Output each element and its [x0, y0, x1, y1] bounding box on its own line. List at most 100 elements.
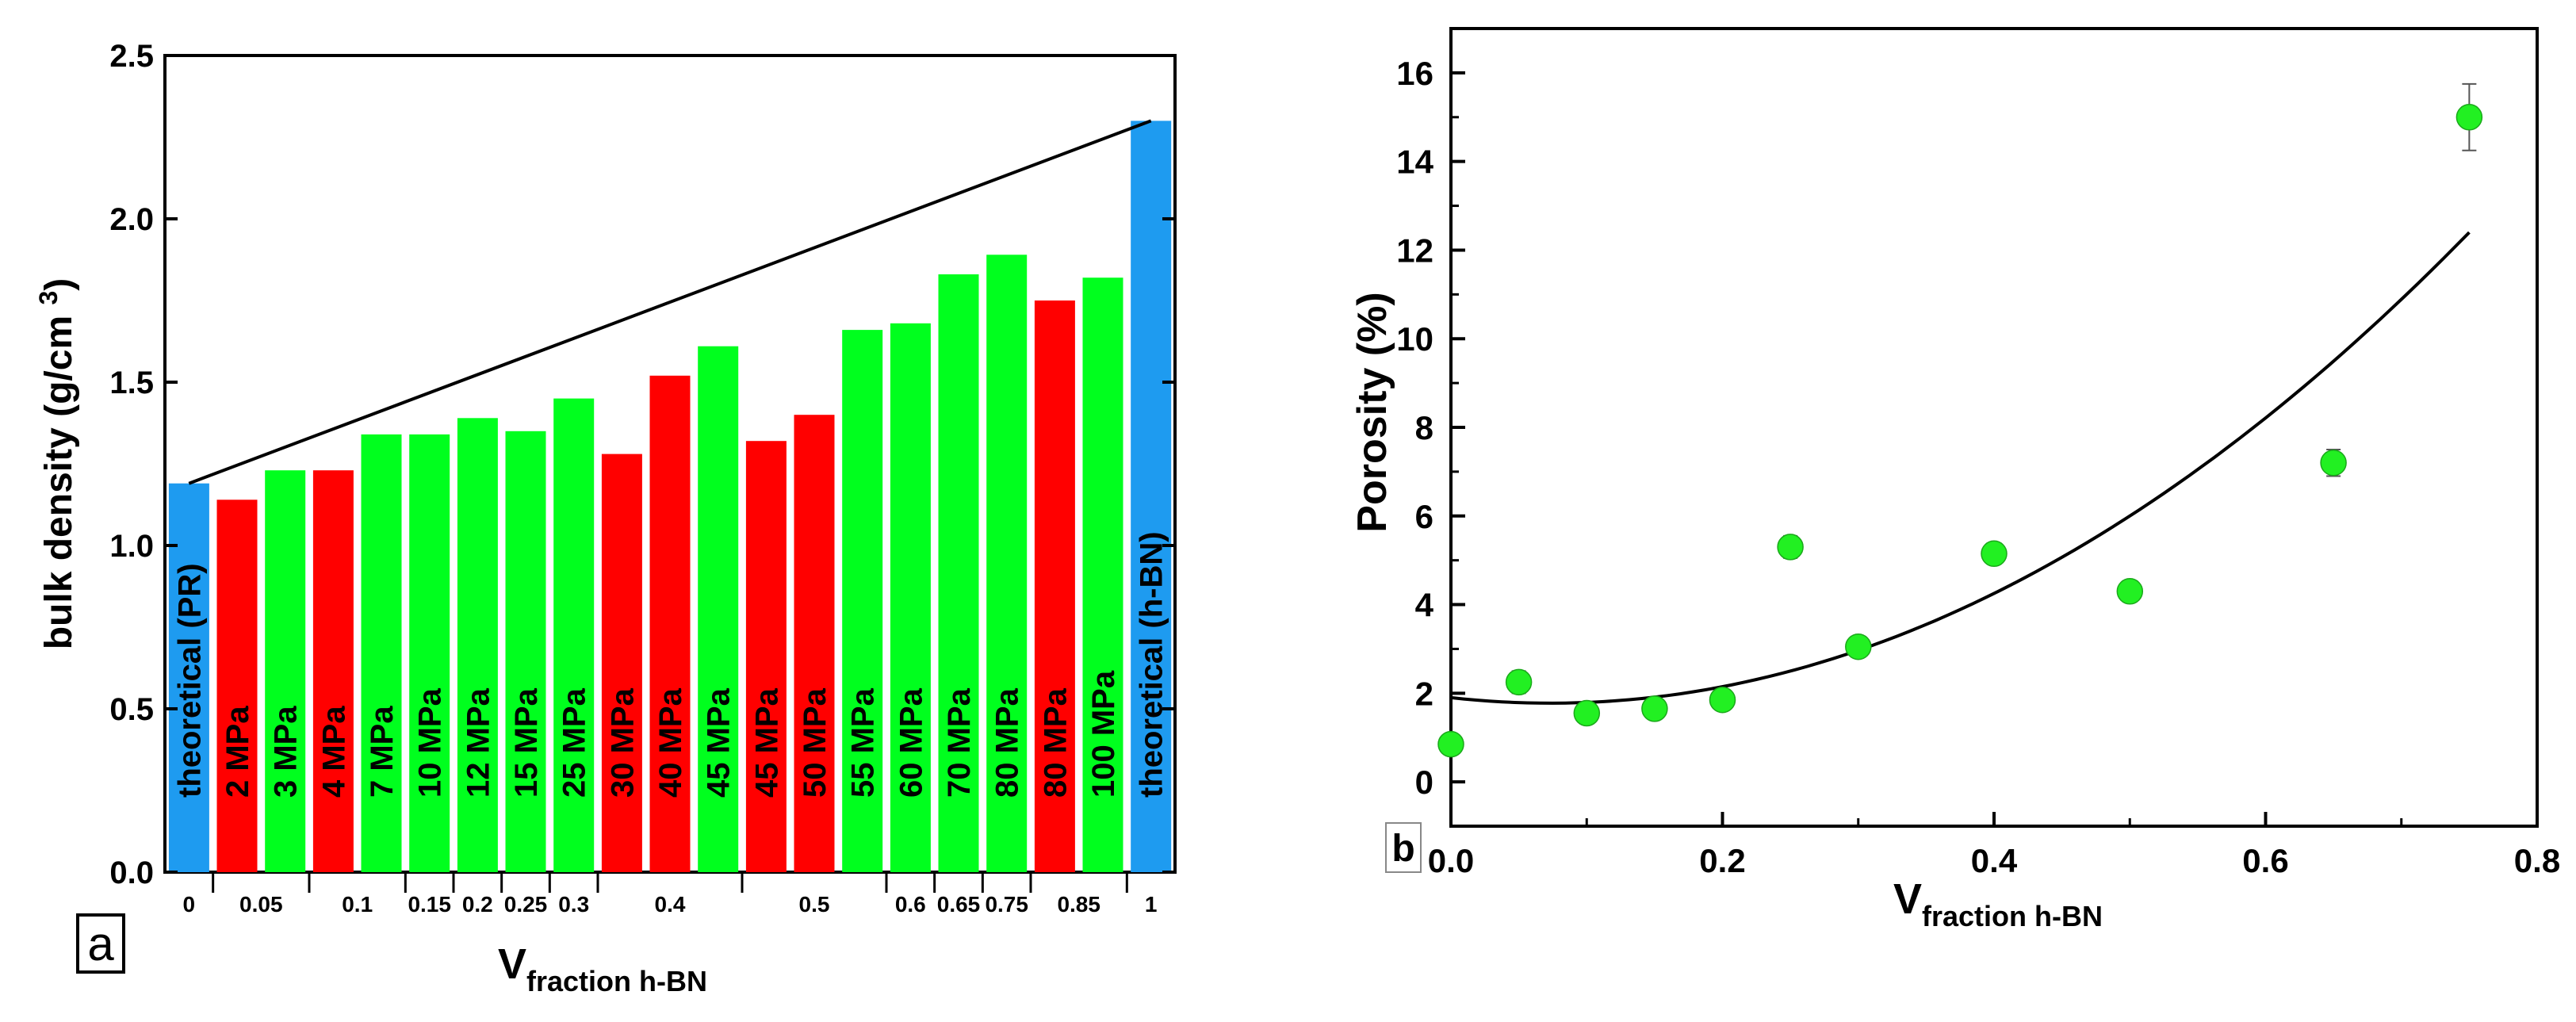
bar [553, 398, 595, 873]
bar [1131, 121, 1172, 872]
bar-label: 15 MPa [509, 687, 544, 798]
panel-b-letter-box: b [1385, 822, 1422, 873]
y-tick-label: 14 [1396, 144, 1433, 181]
data-point [1573, 699, 1601, 727]
panel-a-x-axis-title-sub: fraction h-BN [526, 965, 707, 997]
y-tick-label: 2.0 [109, 202, 154, 237]
y-tick-label: 0 [1415, 764, 1433, 801]
y-tick-label: 1.0 [109, 529, 154, 564]
x-group-label: 0.1 [342, 892, 373, 917]
y-tick-label: 8 [1415, 409, 1433, 446]
x-group-label: 0.65 [937, 892, 981, 917]
panel-a-bars: theoretical (PR) 2 MPa 3 MPa 4 MPa 7 MPa 10 M… [168, 121, 1172, 873]
x-group-label: 0.25 [504, 892, 548, 917]
x-group-label: 0.15 [408, 892, 451, 917]
bar [649, 375, 691, 872]
bar [409, 434, 450, 872]
x-group-label: 0 [183, 892, 196, 917]
y-tick-label: 2.5 [109, 39, 154, 74]
x-group-label: 0.2 [462, 892, 493, 917]
y-tick-label: 0.0 [109, 855, 154, 890]
y-tick-label: 0.5 [109, 692, 154, 727]
fit-curve [1450, 231, 2471, 705]
panel-b-points [1437, 82, 2483, 758]
bar-label: 2 MPa [220, 706, 255, 798]
panel-b-x-axis-title-main: V [1893, 875, 1922, 923]
panel-a-letter-box: a [76, 913, 125, 974]
bar [1034, 300, 1075, 872]
panel-b-fit-curve-group [1450, 231, 2471, 705]
data-point [1709, 686, 1736, 714]
panel-b-scatter-chart: 0 2 4 6 8 10 12 14 16 0.0 0.2 0.4 0.6 0.8 Porosity (… [1349, 27, 2560, 932]
panel-a-bar-chart: theoretical (PR) 2 MPa 3 MPa 4 MPa 7 MPa 10 M… [34, 39, 1177, 997]
x-tick-label: 0.2 [1699, 842, 1745, 879]
panel-a-y-axis-title-end: ) [38, 278, 80, 291]
panel-a-x-axis-title-main: V [498, 940, 526, 988]
data-point [2320, 449, 2347, 477]
data-point [2455, 104, 2483, 131]
bar [698, 346, 739, 872]
bar [361, 434, 402, 872]
y-tick-label: 6 [1415, 498, 1433, 535]
bar [265, 470, 306, 872]
panel-b-y-axis-title: Porosity (%) [1349, 292, 1395, 532]
bar-label: 55 MPa [846, 687, 881, 798]
bar-label: 40 MPa [653, 687, 688, 798]
data-point [1777, 534, 1804, 561]
bar [745, 441, 787, 872]
bar-label: 70 MPa [942, 687, 977, 798]
data-point [1437, 730, 1464, 758]
bar [457, 418, 498, 872]
panel-a-x-axis-title: Vfraction h-BN [498, 940, 707, 997]
bar-label: 10 MPa [413, 687, 448, 798]
bar [505, 431, 546, 872]
panel-a-x-groups: 0 0.05 0.1 0.15 0.2 0.25 0.3 0.4 0.5 0.6 0.65 0.75 0… [183, 872, 1158, 917]
panel-b-y-ticks: 0 2 4 6 8 10 12 14 16 [1396, 55, 1465, 801]
x-group-label: 0.75 [985, 892, 1028, 917]
bar [938, 274, 979, 872]
bar-label: 3 MPa [269, 706, 304, 798]
x-group-label: 0.85 [1057, 892, 1100, 917]
bar [601, 454, 642, 872]
x-tick-label: 0.4 [1971, 842, 2018, 879]
bar-label: theoretical (h-BN) [1135, 531, 1169, 798]
y-tick-label: 2 [1415, 675, 1433, 712]
data-point [1981, 540, 2008, 568]
panel-a-letter: a [87, 917, 114, 970]
y-tick-label: 4 [1415, 587, 1434, 624]
panel-b-x-ticks: 0.0 0.2 0.4 0.6 0.8 [1428, 812, 2560, 879]
panel-b-plot-frame [1449, 27, 2539, 828]
bar-label: 7 MPa [365, 706, 400, 798]
y-tick-label: 16 [1396, 55, 1433, 92]
bar-label: 30 MPa [605, 687, 640, 798]
x-group-label: 0.6 [895, 892, 926, 917]
bar-label: theoretical (PR) [172, 563, 207, 798]
bar [168, 483, 209, 872]
bar [986, 255, 1028, 872]
x-group-label: 0.5 [799, 892, 830, 917]
x-tick-label: 0.0 [1428, 842, 1474, 879]
x-group-label: 0.4 [655, 892, 686, 917]
x-group-label: 1 [1145, 892, 1158, 917]
bar [1082, 278, 1123, 872]
y-tick-label: 1.5 [109, 366, 154, 400]
x-tick-label: 0.8 [2514, 842, 2560, 879]
bar-label: 12 MPa [461, 687, 496, 798]
data-point [1641, 695, 1668, 722]
panel-b-x-axis-title-sub: fraction h-BN [1922, 900, 2103, 932]
bar-label: 45 MPa [749, 687, 784, 798]
x-group-label: 0.05 [239, 892, 283, 917]
bar-label: 50 MPa [798, 687, 833, 798]
bar-label: 100 MPa [1086, 670, 1121, 798]
bar [312, 470, 354, 872]
panel-a-y-axis-title-main: bulk density (g/cm [38, 305, 80, 650]
bar-label: 4 MPa [316, 706, 351, 798]
panel-a-theoretical-line-group [188, 119, 1152, 485]
bar-label: 45 MPa [702, 687, 737, 798]
panel-b-x-axis-title: Vfraction h-BN [1893, 875, 2103, 932]
bar [216, 500, 258, 872]
data-point [1505, 668, 1533, 696]
panel-a-y-ticks: 0.0 0.5 1.0 1.5 2.0 2.5 [109, 39, 1175, 890]
x-group-label: 0.3 [558, 892, 589, 917]
